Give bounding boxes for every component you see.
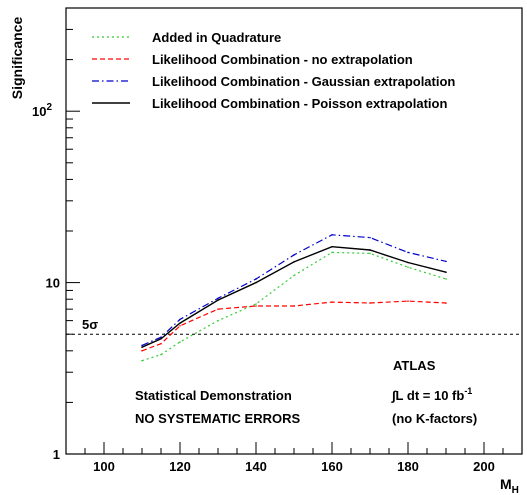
- data-point: [141, 346, 143, 348]
- data-point: [141, 350, 143, 352]
- x-tick-label: 100: [93, 459, 115, 474]
- annotation-1: ATLAS: [393, 358, 436, 373]
- data-point: [407, 300, 409, 302]
- legend-label-4: Likelihood Combination - Poisson extrapo…: [152, 96, 447, 111]
- data-point: [255, 281, 257, 284]
- data-point: [407, 261, 409, 264]
- y-axis-title: Significance: [9, 17, 25, 100]
- data-point: [331, 245, 333, 248]
- y-tick-label: 102: [32, 102, 52, 119]
- data-point: [331, 251, 333, 254]
- x-axis-title: MH: [500, 476, 519, 495]
- data-point: [179, 318, 181, 321]
- data-point: [141, 344, 143, 347]
- data-point: [445, 260, 447, 263]
- data-point: [369, 302, 371, 304]
- series-line-1: [141, 251, 447, 362]
- annotation-superscript: -1: [464, 386, 472, 396]
- data-point: [217, 319, 219, 322]
- annotation-2: Statistical Demonstration: [135, 388, 292, 403]
- axis-tick-labels: 100 120 140 160 180 200 1 10 102: [32, 102, 495, 474]
- y-tick-superscript: 2: [46, 102, 52, 113]
- data-point: [255, 278, 257, 280]
- reference-line-label: 5σ: [82, 317, 98, 332]
- data-point: [331, 234, 333, 236]
- legend-label-3: Likelihood Combination - Gaussian extrap…: [152, 74, 455, 89]
- x-tick-label: 180: [397, 459, 419, 474]
- data-point: [160, 342, 162, 345]
- x-tick-label: 140: [245, 459, 267, 474]
- annotation-4: ∫L dt = 10 fb-1: [391, 386, 472, 403]
- data-point: [179, 322, 181, 324]
- x-tick-label: 160: [321, 459, 343, 474]
- y-tick-label: 1: [53, 447, 60, 462]
- data-point: [369, 249, 371, 251]
- data-point: [179, 341, 181, 343]
- x-axis-title-sub: H: [512, 485, 519, 495]
- data-point: [369, 252, 371, 255]
- axis-ticks: [65, 7, 523, 455]
- data-point: [255, 305, 257, 307]
- series-line-3: [141, 234, 447, 346]
- legend: Added in Quadrature Likelihood Combinatio…: [92, 30, 455, 111]
- legend-label-2: Likelihood Combination - no extrapolatio…: [152, 52, 413, 67]
- data-point: [293, 274, 295, 277]
- data-point: [217, 308, 219, 310]
- series-line-2: [141, 300, 447, 352]
- data-point: [255, 303, 257, 305]
- y-tick-label: 10: [46, 276, 60, 291]
- annotations: ATLAS Statistical Demonstration NO SYSTEMA…: [135, 358, 477, 426]
- data-point: [160, 338, 162, 340]
- x-axis-title-main: M: [500, 476, 512, 492]
- data-point: [160, 353, 162, 356]
- data-point: [369, 236, 371, 239]
- data-point: [445, 271, 447, 273]
- data-point: [331, 301, 333, 303]
- data-point: [445, 278, 447, 280]
- series-line-4: [141, 245, 447, 348]
- data-point: [407, 266, 409, 268]
- data-point: [141, 359, 143, 362]
- reference-line-group: 5σ: [66, 317, 522, 335]
- data-point: [217, 297, 219, 300]
- data-point: [293, 305, 295, 307]
- data-point: [445, 302, 447, 304]
- x-tick-label: 200: [473, 459, 495, 474]
- data-point: [293, 254, 295, 256]
- annotation-3: NO SYSTEMATIC ERRORS: [135, 411, 300, 426]
- annotation-5: (no K-factors): [392, 411, 477, 426]
- data-point: [407, 251, 409, 254]
- legend-label-1: Added in Quadrature: [152, 30, 281, 45]
- data-point: [293, 261, 295, 263]
- x-tick-label: 120: [169, 459, 191, 474]
- data-point: [217, 299, 219, 301]
- series-group: [141, 234, 447, 362]
- data-point: [179, 324, 181, 327]
